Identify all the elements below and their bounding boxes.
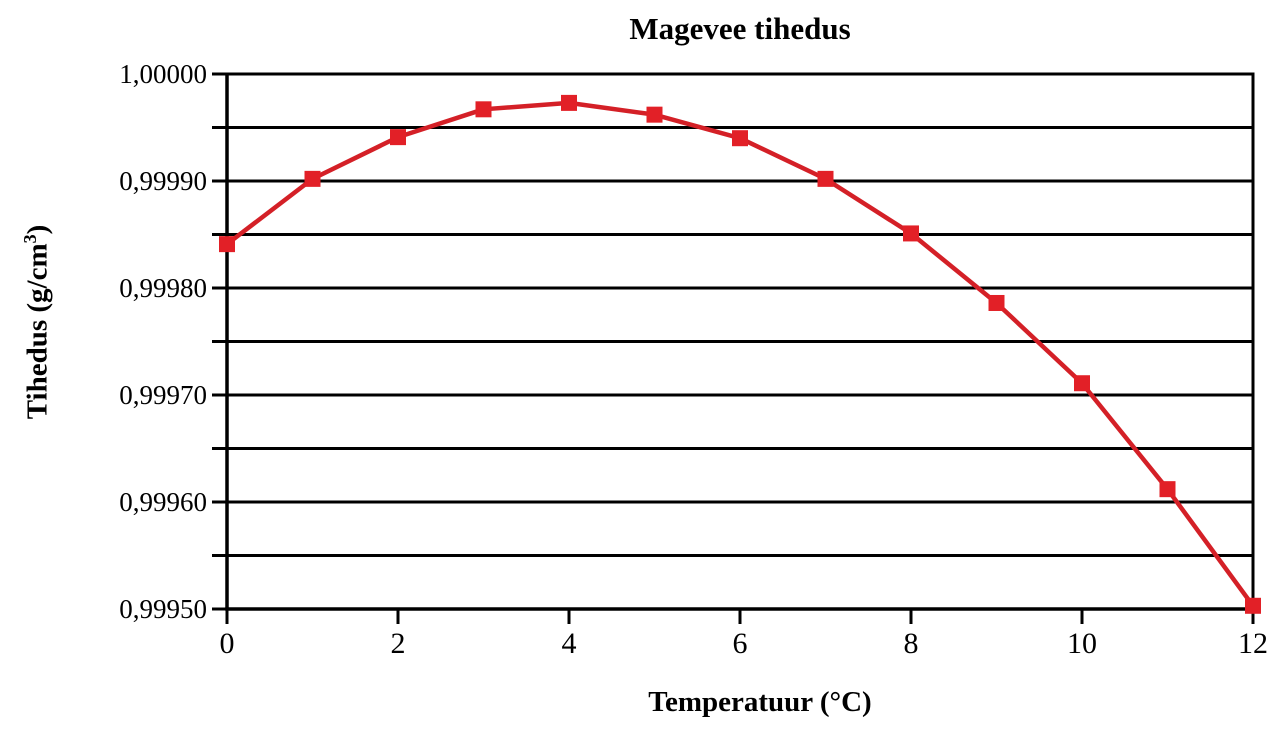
y-tick-label: 1,00000: [119, 59, 207, 89]
y-axis-title-suffix: ): [21, 224, 54, 235]
x-axis-title: Temperatuur (°C): [247, 684, 1273, 720]
data-point-marker: [988, 294, 1005, 311]
data-line: [225, 100, 1255, 608]
data-point-marker: [1245, 597, 1261, 614]
data-point-marker: [817, 170, 834, 187]
data-point-marker: [732, 130, 748, 147]
data-point-marker: [1074, 375, 1090, 392]
y-tick-label: 0,99990: [119, 166, 207, 196]
y-axis-title: Tihedus (g/cm3): [12, 142, 54, 502]
y-tick-label: 0,99960: [119, 487, 207, 517]
data-point-marker: [475, 101, 492, 118]
x-tick-label: 6: [732, 627, 748, 660]
data-point-marker: [219, 236, 235, 253]
x-tick-label: 0: [219, 627, 235, 660]
x-tick-label: 2: [390, 627, 406, 660]
x-tick-label: 10: [1067, 627, 1097, 660]
y-tick-label: 0,99980: [119, 273, 207, 303]
data-point-marker: [561, 94, 577, 111]
data-point-marker: [390, 129, 406, 146]
data-point-marker: [903, 225, 919, 242]
y-axis-title-prefix: Tihedus (g/cm: [21, 243, 54, 420]
y-tick-label: 0,99950: [119, 594, 207, 624]
x-tick-label: 4: [561, 627, 577, 660]
data-point-marker: [304, 170, 321, 187]
x-tick-label: 8: [903, 627, 919, 660]
x-axis-title-text: Temperatuur (°C): [648, 686, 872, 718]
data-point-marker: [1159, 481, 1176, 498]
y-tick-label: 0,99970: [119, 380, 207, 410]
x-tick-label: 12: [1238, 627, 1268, 660]
chart-title: Magevee tihedus: [629, 11, 851, 46]
y-axis-title-superscript: 3: [20, 234, 40, 244]
data-point-marker: [646, 106, 663, 123]
